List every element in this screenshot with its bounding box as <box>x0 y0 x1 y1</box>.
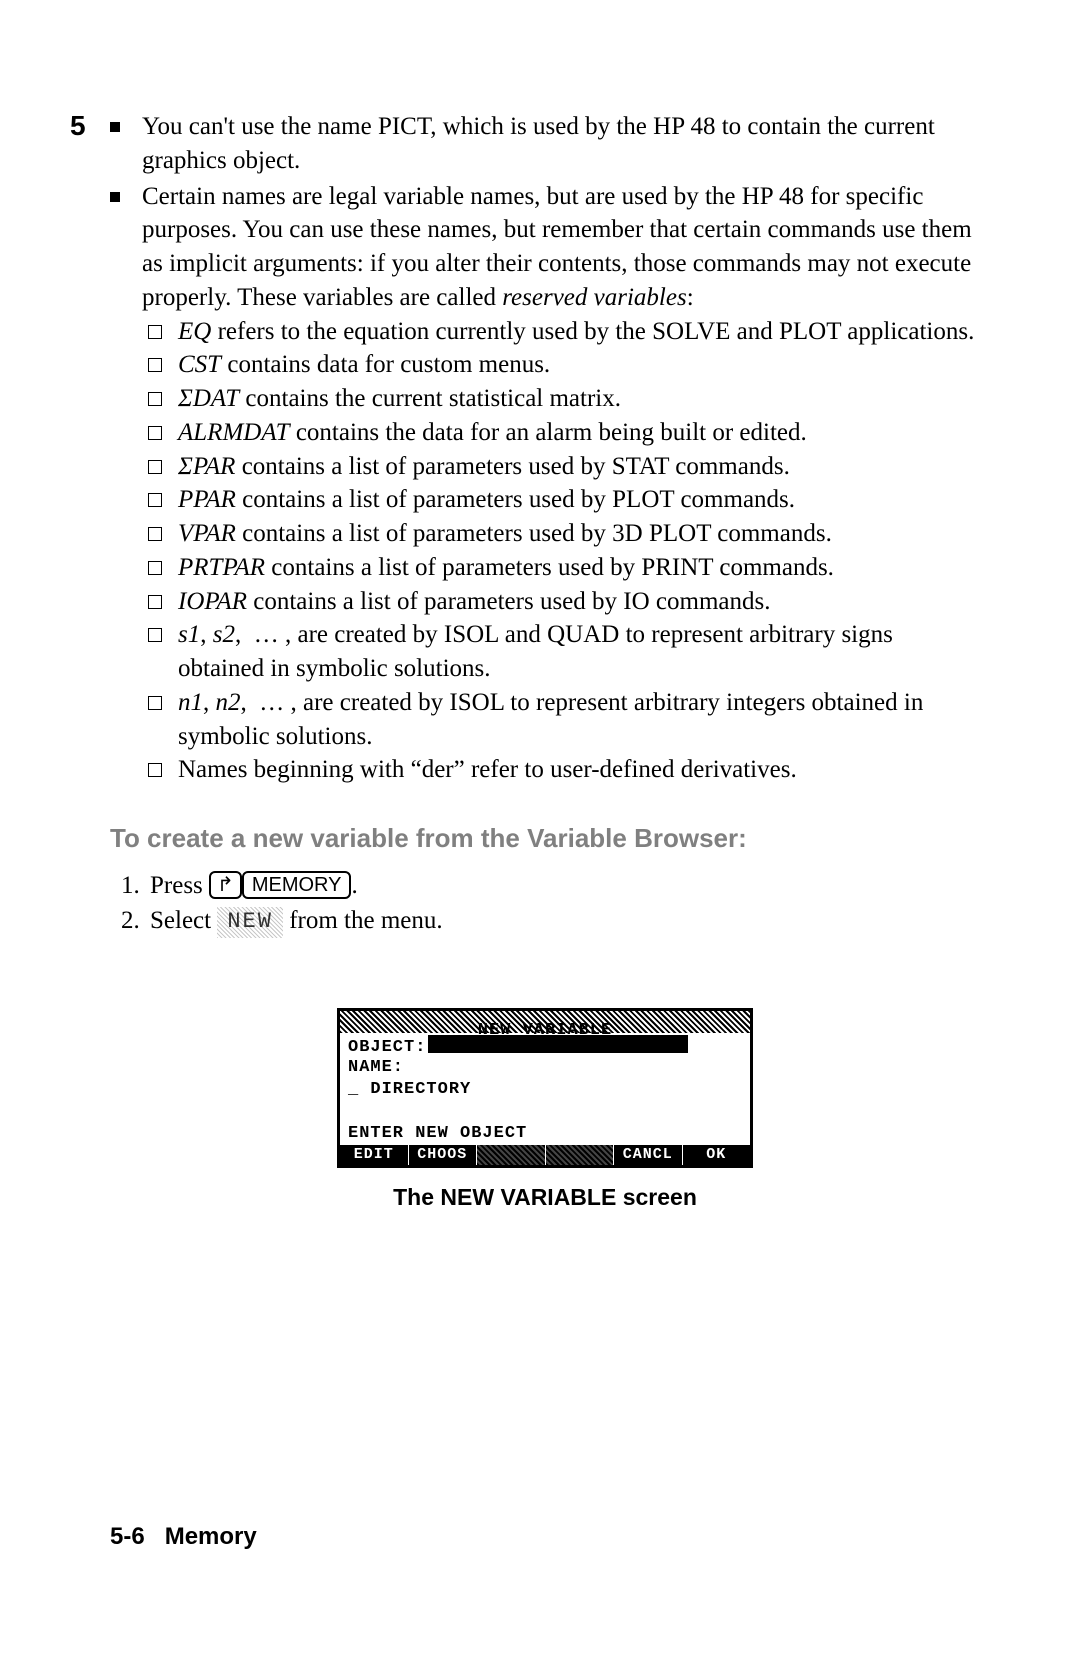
body-content: You can't use the name PICT, which is us… <box>110 110 980 1213</box>
list-item: ALRMDAT contains the data for an alarm b… <box>142 416 980 450</box>
calc-row-dir: _ DIRECTORY <box>348 1079 742 1101</box>
calc-titlebar: NEW VARIABLE <box>340 1011 750 1033</box>
list-item: Names beginning with “der” refer to user… <box>142 753 980 787</box>
calc-label: _ DIRECTORY <box>348 1080 471 1099</box>
section-name: Memory <box>165 1523 257 1550</box>
calculator-screen: NEW VARIABLE OBJECT: NAME: _ DIRECTORY E… <box>337 1008 753 1168</box>
list-item: CST contains data for custom menus. <box>142 348 980 382</box>
calc-menu-choos: CHOOS <box>409 1145 478 1165</box>
reserved-var-list: EQ refers to the equation currently used… <box>142 315 980 788</box>
subheading: To create a new variable from the Variab… <box>110 821 980 856</box>
list-item: VPAR contains a list of parameters used … <box>142 517 980 551</box>
step-text: . <box>351 872 357 899</box>
step-item: Press ↱MEMORY. <box>146 868 980 903</box>
calc-row-name: NAME: <box>348 1057 742 1079</box>
list-item: ΣPAR contains a list of parameters used … <box>142 450 980 484</box>
calc-menu-ok: OK <box>683 1145 751 1165</box>
calc-row-prompt: ENTER NEW OBJECT <box>348 1123 742 1145</box>
calc-label: OBJECT: <box>348 1038 426 1057</box>
bullet-item: Certain names are legal variable names, … <box>110 180 980 788</box>
calc-menu-blank <box>477 1145 546 1165</box>
step-item: Select NEW from the menu. <box>146 903 980 938</box>
step-text: Select <box>150 907 217 934</box>
page-number: 5-6 <box>110 1523 145 1550</box>
calc-menu-cancl: CANCL <box>614 1145 683 1165</box>
step-list: Press ↱MEMORY. Select NEW from the menu. <box>110 868 980 938</box>
chapter-number: 5 <box>70 110 86 142</box>
list-item: s1, s2, … , are created by ISOL and QUAD… <box>142 618 980 686</box>
softkey-new: NEW <box>217 907 283 938</box>
list-item: EQ refers to the equation currently used… <box>142 315 980 349</box>
page-footer: 5-6 Memory <box>110 1523 257 1551</box>
step-text: from the menu. <box>283 907 443 934</box>
bullet-item: You can't use the name PICT, which is us… <box>110 110 980 178</box>
calc-label: NAME: <box>348 1058 404 1077</box>
bullet-text: You can't use the name PICT, which is us… <box>142 113 935 174</box>
calc-row-blank <box>348 1101 742 1123</box>
page: 5 You can't use the name PICT, which is … <box>0 0 1080 1656</box>
figure-caption: The NEW VARIABLE screen <box>110 1182 980 1213</box>
main-bullet-list: You can't use the name PICT, which is us… <box>110 110 980 787</box>
step-text: Press <box>150 872 209 899</box>
calc-prompt: ENTER NEW OBJECT <box>348 1124 527 1143</box>
shift-key-icon: ↱ <box>209 871 242 899</box>
list-item: IOPAR contains a list of parameters used… <box>142 585 980 619</box>
calc-input-highlight <box>428 1035 688 1053</box>
figure: NEW VARIABLE OBJECT: NAME: _ DIRECTORY E… <box>110 1008 980 1213</box>
list-item: PPAR contains a list of parameters used … <box>142 483 980 517</box>
bullet-text: Certain names are legal variable names, … <box>142 183 972 311</box>
list-item: n1, n2, … , are created by ISOL to repre… <box>142 686 980 754</box>
calc-menu-blank <box>546 1145 615 1165</box>
calc-menubar: EDIT CHOOS CANCL OK <box>340 1145 750 1165</box>
calc-menu-edit: EDIT <box>340 1145 409 1165</box>
list-item: ΣDAT contains the current statistical ma… <box>142 382 980 416</box>
list-item: PRTPAR contains a list of parameters use… <box>142 551 980 585</box>
calc-body: OBJECT: NAME: _ DIRECTORY ENTER NEW OBJE… <box>340 1033 750 1145</box>
calc-row-object: OBJECT: <box>348 1035 742 1057</box>
memory-key: MEMORY <box>242 871 352 899</box>
